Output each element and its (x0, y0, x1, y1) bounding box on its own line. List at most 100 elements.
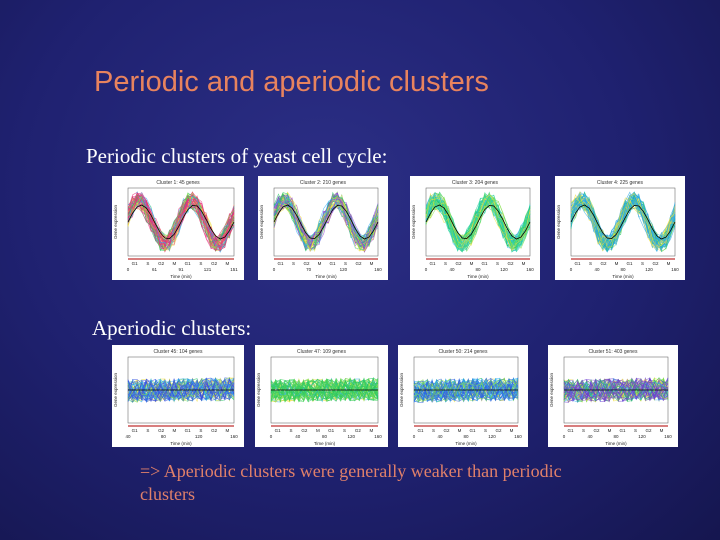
aperiodic-section-label: Aperiodic clusters: (92, 316, 252, 340)
cluster-plot-xlabel: Time (min) (170, 274, 192, 279)
cluster-plot-title: Cluster 51: 403 genes (589, 349, 638, 355)
cluster-plot-svg: Cluster 47: 109 genes Gene expression G1 S G… (256, 349, 382, 446)
phase-label: M (369, 428, 373, 433)
phase-label: G1 (185, 261, 192, 266)
phase-label: S (292, 261, 295, 266)
phase-label: S (146, 261, 149, 266)
phase-label: S (582, 428, 585, 433)
tick-label: 80 (475, 267, 481, 272)
phase-label: G1 (481, 261, 488, 266)
cluster-plot-svg: Cluster 4: 225 genes Gene expression G1 S G2… (556, 180, 679, 279)
phase-label: G1 (328, 428, 335, 433)
phase-label: G1 (275, 428, 282, 433)
phase-label: M (173, 428, 177, 433)
phase-label: G1 (469, 428, 476, 433)
phase-label: G1 (619, 428, 626, 433)
cluster-plot-xlabel: Time (min) (170, 441, 192, 446)
cluster-plot-title: Cluster 45: 104 genes (154, 349, 203, 355)
phase-label: G2 (303, 261, 310, 266)
phase-label: S (484, 428, 487, 433)
phase-label: S (432, 428, 435, 433)
aperiodic-cluster-plot: Cluster 45: 104 genes Gene expression G1 S G… (112, 345, 244, 447)
phase-label: M (458, 428, 462, 433)
tick-label: 40 (449, 267, 455, 272)
phase-label: M (667, 261, 671, 266)
tick-label: 80 (620, 267, 626, 272)
tick-label: 120 (645, 267, 653, 272)
tick-label: 0 (273, 267, 276, 272)
phase-label: G1 (567, 428, 574, 433)
phase-label: M (522, 261, 526, 266)
cluster-plot-ylabel: Gene expression (113, 204, 118, 239)
tick-label: 151 (230, 267, 238, 272)
tick-label: 70 (306, 267, 312, 272)
phase-label: G2 (211, 428, 218, 433)
cluster-plot-svg: Cluster 50: 214 genes Gene expression G1 S G… (399, 349, 522, 446)
periodic-cluster-plot: Cluster 1: 45 genes Gene expression G1 S G2 M… (112, 176, 244, 280)
phase-label: G1 (626, 261, 633, 266)
tick-label: 40 (295, 434, 301, 439)
tick-label: 0 (413, 434, 416, 439)
phase-label: S (344, 261, 347, 266)
phase-label: M (510, 428, 514, 433)
phase-label: G1 (132, 428, 139, 433)
phase-label: M (608, 428, 612, 433)
phase-label: S (343, 428, 346, 433)
phase-label: S (634, 428, 637, 433)
cluster-plot-svg: Cluster 2: 210 genes Gene expression G1 S G2… (259, 180, 382, 279)
cluster-plot-ylabel: Gene expression (113, 372, 118, 407)
tick-label: 160 (374, 267, 382, 272)
cluster-plot-title: Cluster 50: 214 genes (439, 349, 488, 355)
phase-label: M (173, 261, 177, 266)
phase-label: G1 (574, 261, 581, 266)
tick-label: 0 (425, 267, 428, 272)
periodic-section-label: Periodic clusters of yeast cell cycle: (86, 144, 388, 168)
phase-label: M (660, 428, 664, 433)
tick-label: 160 (230, 434, 238, 439)
phase-label: S (146, 428, 149, 433)
cluster-plot-title: Cluster 3: 204 genes (452, 180, 499, 186)
tick-label: 91 (178, 267, 184, 272)
cluster-plot-ylabel: Gene expression (411, 204, 416, 239)
periodic-cluster-plot: Cluster 2: 210 genes Gene expression G1 S G2… (258, 176, 388, 280)
phase-label: M (226, 261, 230, 266)
cluster-plot-ylabel: Gene expression (549, 372, 554, 407)
tick-label: 40 (594, 267, 600, 272)
phase-label: G2 (158, 261, 165, 266)
aperiodic-cluster-plot: Cluster 47: 109 genes Gene expression G1 S G… (255, 345, 388, 447)
tick-label: 120 (347, 434, 355, 439)
tick-label: 0 (270, 434, 273, 439)
cluster-plot-title: Cluster 47: 109 genes (297, 349, 346, 355)
phase-label: M (615, 261, 619, 266)
conclusion-text: => Aperiodic clusters were generally wea… (140, 461, 562, 504)
phase-label: S (641, 261, 644, 266)
cluster-plot-xlabel: Time (min) (314, 441, 336, 446)
tick-label: 160 (374, 434, 382, 439)
phase-label: M (316, 428, 320, 433)
cluster-plot-svg: Cluster 1: 45 genes Gene expression G1 S G2 M… (113, 180, 238, 279)
phase-label: S (290, 428, 293, 433)
tick-label: 120 (500, 267, 508, 272)
phase-label: G2 (652, 261, 659, 266)
cluster-plot-ylabel: Gene expression (259, 204, 264, 239)
tick-label: 0 (127, 267, 130, 272)
phase-label: G2 (211, 261, 218, 266)
tick-label: 40 (125, 434, 131, 439)
phase-label: G2 (455, 261, 462, 266)
aperiodic-cluster-plot: Cluster 51: 403 genes Gene expression G1 S G… (548, 345, 678, 447)
cluster-plot-ylabel: Gene expression (399, 372, 404, 407)
phase-label: G1 (329, 261, 336, 266)
cluster-plot-ylabel: Gene expression (256, 372, 261, 407)
phase-label: G2 (301, 428, 308, 433)
tick-label: 160 (514, 434, 522, 439)
cluster-plot-svg: Cluster 45: 104 genes Gene expression G1 S G… (113, 349, 238, 446)
tick-label: 160 (526, 267, 534, 272)
tick-label: 120 (195, 434, 203, 439)
periodic-cluster-plot: Cluster 4: 225 genes Gene expression G1 S G2… (555, 176, 685, 280)
tick-label: 80 (463, 434, 469, 439)
phase-label: G2 (507, 261, 514, 266)
phase-label: G2 (600, 261, 607, 266)
cluster-plot-xlabel: Time (min) (605, 441, 627, 446)
phase-label: G2 (443, 428, 450, 433)
tick-label: 160 (664, 434, 672, 439)
